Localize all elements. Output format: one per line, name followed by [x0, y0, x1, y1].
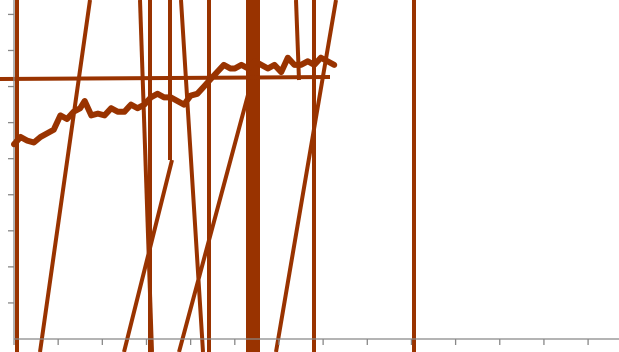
series-line: [11, 54, 338, 148]
stray-stroke: [122, 159, 174, 352]
stray-stroke: [38, 0, 92, 352]
plot-area: [11, 54, 338, 148]
stray-stroke: [294, 0, 301, 81]
stray-stroke: [179, 0, 205, 352]
stray-stroke: [177, 79, 254, 352]
stray-stroke: [0, 75, 331, 81]
stray-vertical-strokes: [0, 0, 416, 352]
axes: [8, 0, 619, 345]
stray-stroke: [274, 0, 338, 352]
